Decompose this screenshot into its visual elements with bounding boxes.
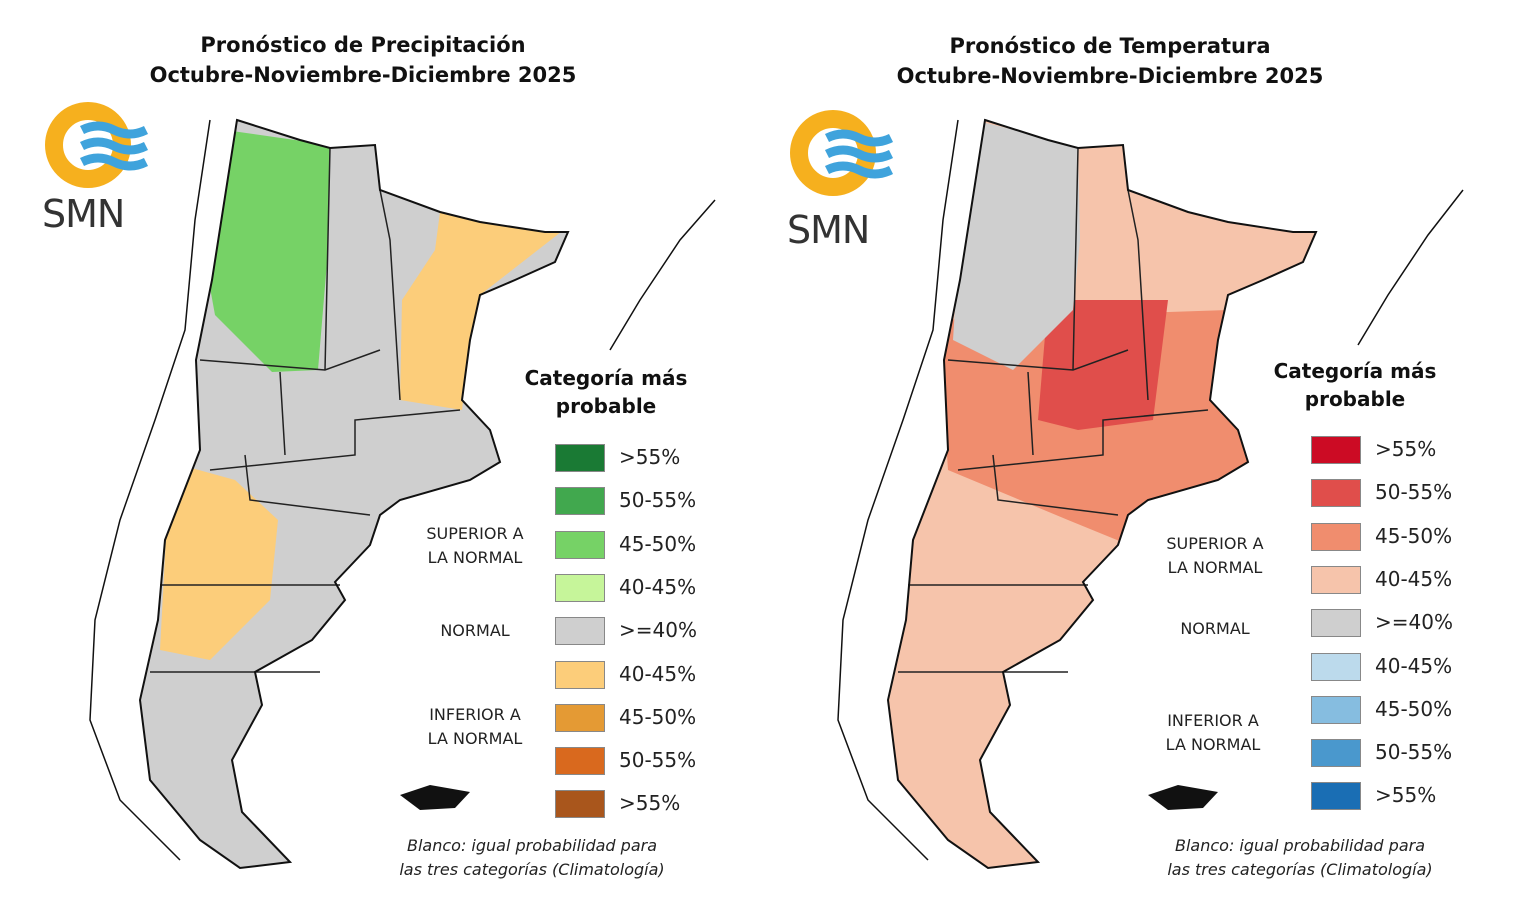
legend-label: 50-55% — [1375, 480, 1453, 505]
legend-swatch — [1311, 522, 1361, 551]
legend-label: 45-50% — [619, 704, 697, 729]
legend-swatch — [1311, 782, 1361, 811]
legend-label: >55% — [1375, 437, 1437, 461]
legend-title-line-1: Categoría más — [1273, 359, 1437, 383]
legend-title-line-2: probable — [1304, 387, 1406, 411]
legend-label: 50-55% — [1375, 740, 1453, 765]
title-line-1: Pronóstico de Precipitación — [200, 33, 526, 57]
title-line-2: Octubre-Noviembre-Diciembre 2025 — [896, 64, 1324, 88]
legend-label: >55% — [619, 445, 681, 469]
category-below-normal: INFERIOR A LA NORMAL — [1148, 709, 1278, 757]
legend-swatch — [555, 530, 605, 559]
legend-label: >=40% — [619, 618, 697, 643]
category-below-normal: INFERIOR A LA NORMAL — [410, 703, 540, 751]
precipitation-map — [89, 118, 716, 870]
legend-swatch — [1311, 609, 1361, 638]
argentina-outline — [138, 118, 570, 870]
title-line-1: Pronóstico de Temperatura — [949, 34, 1271, 58]
climatology-note: Blanco: igual probabilidad para las tres … — [362, 834, 702, 882]
category-normal: NORMAL — [1180, 619, 1250, 638]
legend-swatch — [555, 487, 605, 516]
chile-border — [837, 119, 959, 861]
legend-label: 40-45% — [1375, 566, 1453, 591]
legend-label: 45-50% — [1375, 523, 1453, 548]
note-line: las tres categorías (Climatología) — [399, 860, 665, 879]
brazil-coast — [1357, 189, 1464, 346]
legend-swatch — [1311, 739, 1361, 768]
category-above-normal: SUPERIOR A LA NORMAL — [410, 522, 540, 570]
legend-label: 40-45% — [619, 661, 697, 686]
legend-swatch — [555, 660, 605, 689]
legend-label: >55% — [1375, 783, 1437, 808]
legend-label: 40-45% — [1375, 653, 1453, 678]
below-normal-region-patagonia — [160, 462, 278, 660]
below-normal-region-northeast — [400, 212, 568, 410]
smn-logo-icon — [45, 102, 149, 188]
normal-region-northwest — [953, 120, 1080, 370]
legend-swatch — [555, 790, 605, 819]
legend-swatch — [555, 573, 605, 602]
note-line: las tres categorías (Climatología) — [1167, 860, 1433, 879]
above-normal-50-55-region — [1038, 300, 1168, 430]
legend-label: 50-55% — [619, 748, 697, 773]
cat-line: LA NORMAL — [1167, 558, 1263, 577]
legend-title: Categoría más probable — [506, 364, 706, 420]
cat-line: INFERIOR A — [1167, 711, 1259, 730]
legend-title: Categoría más probable — [1255, 357, 1455, 413]
legend-label: >=40% — [1375, 610, 1453, 635]
smn-logo-icon — [790, 110, 894, 196]
malvinas-islands — [1148, 785, 1218, 810]
legend-swatch — [555, 617, 605, 646]
legend-swatch — [1311, 565, 1361, 594]
province-borders — [150, 147, 461, 673]
smn-logo-text: SMN — [42, 192, 125, 236]
legend-label: >55% — [619, 791, 681, 816]
legend-swatch — [1311, 652, 1361, 681]
brazil-coast — [609, 199, 716, 351]
precipitation-title: Pronóstico de Precipitación Octubre-Novi… — [83, 30, 643, 90]
above-normal-region-northwest — [205, 130, 330, 372]
temperature-title: Pronóstico de Temperatura Octubre-Noviem… — [830, 31, 1390, 91]
malvinas-islands — [400, 785, 470, 810]
chile-border — [89, 119, 211, 861]
cat-line: INFERIOR A — [429, 705, 521, 724]
province-borders — [898, 147, 1209, 673]
legend-label: 50-55% — [619, 488, 697, 513]
legend-label: 45-50% — [1375, 696, 1453, 721]
legend-title-line-1: Categoría más — [524, 366, 688, 390]
category-above-normal: SUPERIOR A LA NORMAL — [1150, 532, 1280, 580]
legend-swatch — [555, 703, 605, 732]
legend-swatch — [1311, 695, 1361, 724]
cat-line: SUPERIOR A — [426, 524, 524, 543]
temperature-map — [837, 118, 1464, 870]
smn-logo-text: SMN — [787, 208, 870, 252]
note-line: Blanco: igual probabilidad para — [1174, 836, 1426, 855]
legend-label: 45-50% — [619, 531, 697, 556]
cat-line: LA NORMAL — [427, 729, 523, 748]
category-normal: NORMAL — [440, 621, 510, 640]
cat-line: LA NORMAL — [1165, 735, 1261, 754]
title-line-2: Octubre-Noviembre-Diciembre 2025 — [149, 63, 577, 87]
legend-title-line-2: probable — [555, 394, 657, 418]
cat-line: LA NORMAL — [427, 548, 523, 567]
legend-label: 40-45% — [619, 574, 697, 599]
note-line: Blanco: igual probabilidad para — [406, 836, 658, 855]
legend-swatch — [1311, 479, 1361, 508]
cat-line: SUPERIOR A — [1166, 534, 1264, 553]
legend-swatch — [555, 444, 605, 472]
legend-swatch — [555, 747, 605, 776]
argentina-outline — [886, 118, 1318, 870]
legend-swatch — [1311, 436, 1361, 464]
climatology-note: Blanco: igual probabilidad para las tres … — [1130, 834, 1470, 882]
